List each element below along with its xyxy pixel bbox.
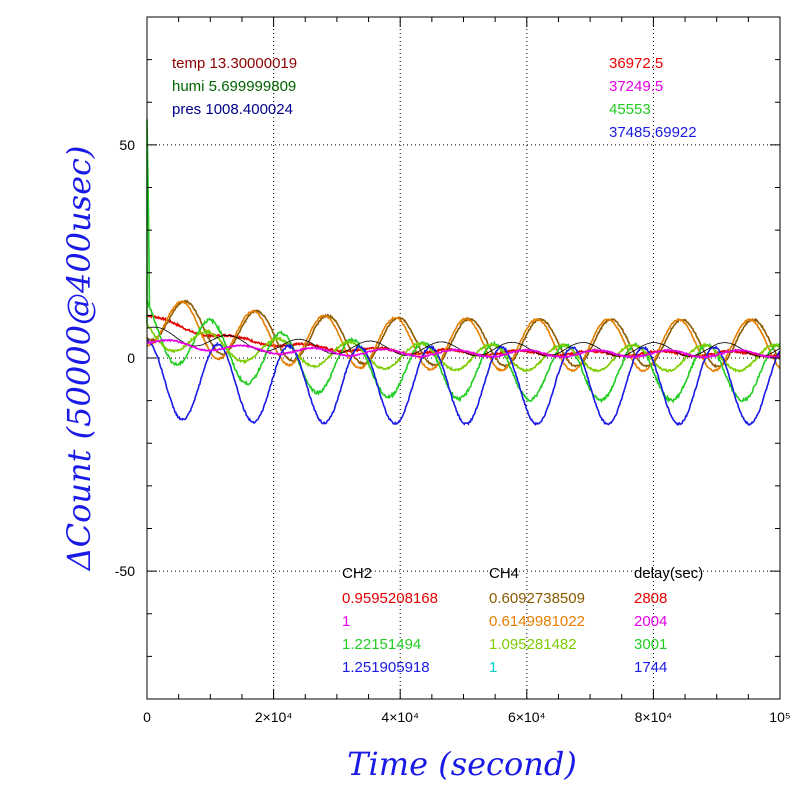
annotations: temp 13.30000019 humi 5.699999809 pres 100… xyxy=(172,55,703,676)
env-readout: humi 5.699999809 xyxy=(172,78,296,95)
table-cell-delay: 2808 xyxy=(634,590,667,607)
series-group xyxy=(146,119,781,427)
table-cell-ch4: 0.6149981022 xyxy=(489,613,585,630)
series-line xyxy=(146,338,781,359)
series-line xyxy=(146,300,781,404)
x-axis-title: Time (second) xyxy=(347,745,577,783)
series-line xyxy=(146,300,781,373)
table-cell-ch4: 1 xyxy=(489,659,497,676)
x-tick-label: 4×10⁴ xyxy=(381,709,419,725)
axis-ticks: 0 2×10⁴ 4×10⁴ 6×10⁴ 8×10⁴ 10⁵ 50 0 -50 xyxy=(115,16,791,725)
table-cell-ch2: 1.251905918 xyxy=(342,659,430,676)
table-header: CH4 xyxy=(489,565,519,582)
series-line xyxy=(146,339,781,427)
x-tick-label: 0 xyxy=(143,709,151,725)
count-readout: 36972.5 xyxy=(609,55,663,72)
table-cell-ch4: 1.095281482 xyxy=(489,636,577,653)
table-cell-delay: 3001 xyxy=(634,636,667,653)
table-cell-ch2: 1 xyxy=(342,613,350,630)
x-tick-label: 6×10⁴ xyxy=(508,709,546,725)
x-tick-label: 2×10⁴ xyxy=(255,709,293,725)
x-tick-label: 10⁵ xyxy=(769,709,790,725)
table-header: delay(sec) xyxy=(634,565,703,582)
env-readout: temp 13.30000019 xyxy=(172,55,297,72)
table-cell-delay: 2004 xyxy=(634,613,667,630)
series-line xyxy=(147,313,781,360)
table-cell-ch4: 0.6092738509 xyxy=(489,590,585,607)
table-header: CH2 xyxy=(342,565,372,582)
count-readout: 37485.69922 xyxy=(609,124,697,141)
series-line xyxy=(146,323,781,373)
table-cell-ch2: 0.9595208168 xyxy=(342,590,438,607)
env-readout: pres 1008.400024 xyxy=(172,101,293,118)
table-cell-ch2: 1.22151494 xyxy=(342,636,421,653)
count-readout: 45553 xyxy=(609,101,651,118)
y-tick-label: 0 xyxy=(127,350,135,366)
count-readout: 37249.5 xyxy=(609,78,663,95)
table-cell-delay: 1744 xyxy=(634,659,667,676)
y-axis-title: ΔCount (50000@400usec) xyxy=(60,146,98,573)
y-tick-label: 50 xyxy=(119,137,135,153)
y-tick-label: -50 xyxy=(115,563,135,579)
x-tick-label: 8×10⁴ xyxy=(635,709,673,725)
